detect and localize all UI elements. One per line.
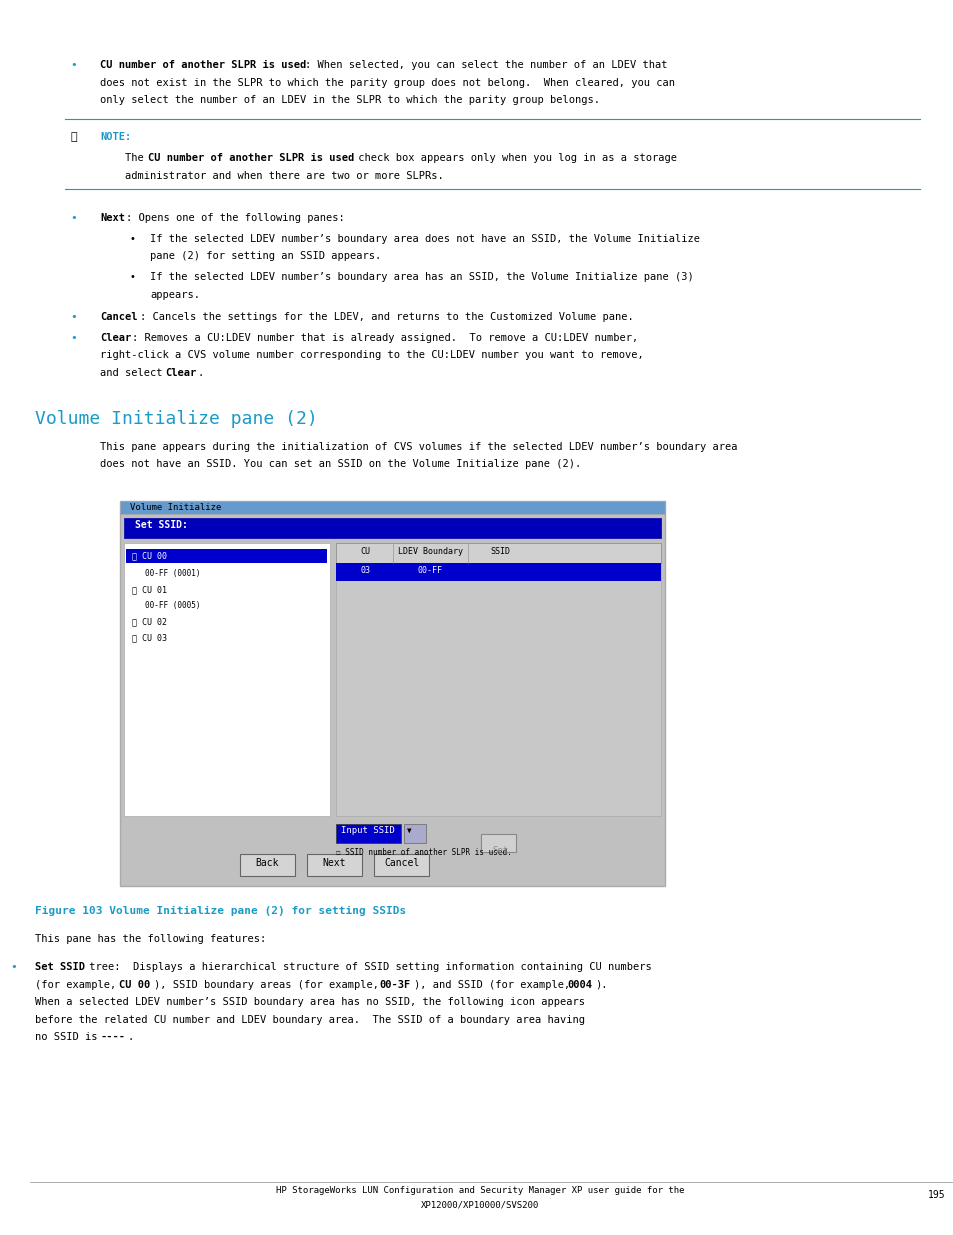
Text: 00-FF: 00-FF: [417, 566, 442, 576]
Text: XP12000/XP10000/SVS200: XP12000/XP10000/SVS200: [420, 1200, 538, 1210]
Text: •: •: [70, 212, 76, 222]
Text: Next: Next: [100, 212, 125, 222]
Text: •: •: [70, 332, 76, 342]
Text: Input SSID: Input SSID: [340, 826, 395, 835]
Text: •: •: [70, 311, 76, 321]
Text: If the selected LDEV number’s boundary area has an SSID, the Volume Initialize p: If the selected LDEV number’s boundary a…: [150, 272, 693, 282]
Text: 03: 03: [360, 566, 370, 576]
Text: •: •: [130, 233, 135, 243]
Text: 0004: 0004: [566, 979, 592, 989]
Text: right-click a CVS volume number corresponding to the CU:LDEV number you want to : right-click a CVS volume number correspo…: [100, 350, 643, 359]
Bar: [403, 824, 426, 844]
Text: ▼: ▼: [407, 826, 411, 835]
Text: •: •: [130, 272, 135, 282]
Text: If the selected LDEV number’s boundary area does not have an SSID, the Volume In: If the selected LDEV number’s boundary a…: [150, 233, 700, 243]
Bar: [124, 543, 330, 816]
Text: appears.: appears.: [150, 289, 200, 300]
Text: 📂 CU 02: 📂 CU 02: [132, 618, 167, 626]
Text: .: .: [127, 1032, 133, 1042]
Text: Cancel: Cancel: [100, 311, 137, 321]
Text: Volume Initialize pane (2): Volume Initialize pane (2): [35, 410, 317, 427]
Text: ☐ SSID number of another SLPR is used.: ☐ SSID number of another SLPR is used.: [335, 848, 511, 857]
Text: •: •: [70, 61, 76, 70]
Text: CU: CU: [360, 547, 370, 556]
Text: (for example,: (for example,: [35, 979, 122, 989]
Bar: [335, 543, 660, 816]
Text: Set SSID:: Set SSID:: [135, 520, 188, 530]
Text: HP StorageWorks LUN Configuration and Security Manager XP user guide for the: HP StorageWorks LUN Configuration and Se…: [275, 1186, 683, 1195]
Text: no SSID is: no SSID is: [35, 1032, 104, 1042]
Text: Set SSID: Set SSID: [35, 962, 85, 972]
Text: 00-3F: 00-3F: [378, 979, 410, 989]
Text: does not exist in the SLPR to which the parity group does not belong.  When clea: does not exist in the SLPR to which the …: [100, 78, 675, 88]
Text: CU number of another SLPR is used: CU number of another SLPR is used: [148, 153, 354, 163]
Text: : Cancels the settings for the LDEV, and returns to the Customized Volume pane.: : Cancels the settings for the LDEV, and…: [140, 311, 633, 321]
Text: Next: Next: [322, 858, 346, 868]
Text: administrator and when there are two or more SLPRs.: administrator and when there are two or …: [125, 170, 443, 180]
Bar: [120, 501, 664, 514]
Bar: [374, 853, 429, 876]
Bar: [480, 834, 516, 852]
Text: does not have an SSID. You can set an SSID on the Volume Initialize pane (2).: does not have an SSID. You can set an SS…: [100, 459, 580, 469]
Bar: [240, 853, 294, 876]
Text: Clear: Clear: [165, 368, 196, 378]
Text: 00-FF (0005): 00-FF (0005): [145, 601, 200, 610]
Text: before the related CU number and LDEV boundary area.  The SSID of a boundary are: before the related CU number and LDEV bo…: [35, 1014, 584, 1025]
Bar: [124, 517, 660, 538]
Text: Clear: Clear: [100, 332, 132, 342]
Text: 195: 195: [926, 1191, 944, 1200]
Bar: [126, 550, 327, 563]
Text: ).: ).: [595, 979, 607, 989]
Text: LDEV Boundary: LDEV Boundary: [397, 547, 462, 556]
Text: When a selected LDEV number’s SSID boundary area has no SSID, the following icon: When a selected LDEV number’s SSID bound…: [35, 997, 584, 1007]
Text: This pane appears during the initialization of CVS volumes if the selected LDEV : This pane appears during the initializat…: [100, 441, 737, 452]
Text: .: .: [196, 368, 203, 378]
Text: only select the number of an LDEV in the SLPR to which the parity group belongs.: only select the number of an LDEV in the…: [100, 95, 599, 105]
Text: ----: ----: [100, 1032, 125, 1042]
Text: This pane has the following features:: This pane has the following features:: [35, 934, 266, 944]
Bar: [307, 853, 361, 876]
FancyBboxPatch shape: [120, 501, 664, 885]
Text: : Opens one of the following panes:: : Opens one of the following panes:: [126, 212, 344, 222]
Text: 📓: 📓: [70, 132, 76, 142]
Text: SSID: SSID: [490, 547, 510, 556]
Text: 📂 CU 01: 📂 CU 01: [132, 585, 167, 594]
Text: : Removes a CU:LDEV number that is already assigned.  To remove a CU:LDEV number: : Removes a CU:LDEV number that is alrea…: [132, 332, 638, 342]
Text: 📂 CU 00: 📂 CU 00: [132, 551, 167, 559]
Text: pane (2) for setting an SSID appears.: pane (2) for setting an SSID appears.: [150, 251, 381, 261]
Text: Volume Initialize: Volume Initialize: [130, 503, 221, 513]
Text: check box appears only when you log in as a storage: check box appears only when you log in a…: [352, 153, 677, 163]
Text: and select: and select: [100, 368, 169, 378]
Bar: [335, 563, 660, 580]
Text: CU 00: CU 00: [119, 979, 150, 989]
Text: CU number of another SLPR is used: CU number of another SLPR is used: [100, 61, 306, 70]
Bar: [335, 543, 660, 563]
Text: NOTE:: NOTE:: [100, 132, 132, 142]
Text: ), SSID boundary areas (for example,: ), SSID boundary areas (for example,: [153, 979, 385, 989]
Text: 📂 CU 03: 📂 CU 03: [132, 634, 167, 642]
Text: : When selected, you can select the number of an LDEV that: : When selected, you can select the numb…: [305, 61, 667, 70]
Text: The: The: [125, 153, 150, 163]
Text: ), and SSID (for example,: ), and SSID (for example,: [414, 979, 576, 989]
Text: Cancel: Cancel: [383, 858, 418, 868]
Text: •: •: [10, 962, 17, 972]
Text: tree:  Displays a hierarchical structure of SSID setting information containing : tree: Displays a hierarchical structure …: [83, 962, 651, 972]
Bar: [335, 824, 400, 844]
Text: Figure 103 Volume Initialize pane (2) for setting SSIDs: Figure 103 Volume Initialize pane (2) fo…: [35, 906, 406, 916]
Text: Set: Set: [492, 846, 508, 855]
Text: Back: Back: [255, 858, 279, 868]
Text: 00-FF (0001): 00-FF (0001): [145, 569, 200, 578]
